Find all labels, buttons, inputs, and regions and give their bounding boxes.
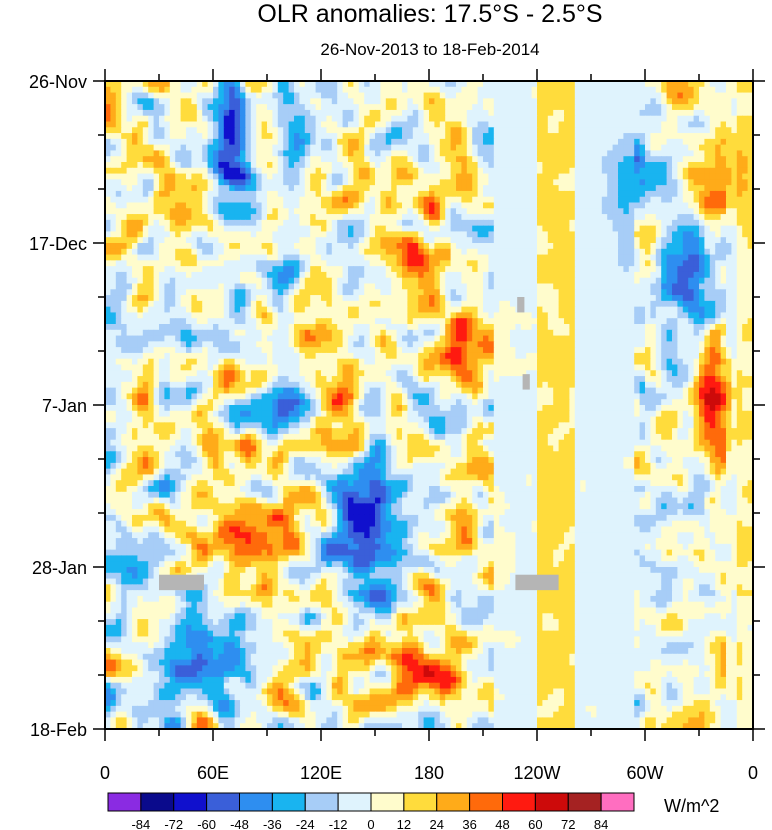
colorbar-label: -84 [131, 817, 150, 830]
colorbar-label: -48 [230, 817, 249, 830]
x-tick-label: 120W [513, 763, 560, 783]
colorbar-swatch [403, 792, 438, 812]
colorbar-label: 0 [367, 817, 374, 830]
y-tick-label: 28-Jan [32, 558, 87, 578]
colorbar-swatch [239, 792, 273, 812]
colorbar-label: 24 [430, 817, 444, 830]
y-tick-label: 18-Feb [30, 720, 87, 740]
y-axis: 26-Nov 17-Dec 7-Jan 28-Jan 18-Feb [29, 72, 765, 740]
colorbar-swatch [206, 792, 240, 812]
missing-data-layer [159, 297, 559, 591]
x-tick-label: 180 [414, 763, 444, 783]
colorbar-units: W/m^2 [664, 796, 720, 816]
chart-title: OLR anomalies: 17.5°S - 2.5°S [257, 0, 603, 28]
colorbar-label: -24 [296, 817, 315, 830]
colorbar-label: 36 [462, 817, 476, 830]
colorbar-label: -36 [263, 817, 282, 830]
colorbar-label: 84 [594, 817, 608, 830]
x-tick-label: 0 [748, 763, 758, 783]
colorbar-swatch [436, 792, 471, 812]
colorbar-swatch [107, 792, 142, 812]
y-tick-label: 7-Jan [42, 396, 87, 416]
colorbar-swatch [337, 792, 372, 812]
y-tick-label: 26-Nov [29, 72, 87, 92]
x-axis: 0 60E 120E 180 120W 60W 0 [100, 69, 758, 783]
colorbar: -84 -72 -60 -48 -36 -24 -12 0 12 24 36 48 60 72 84 [107, 792, 635, 830]
colorbar-swatch [600, 792, 635, 812]
colorbar-label: -60 [197, 817, 216, 830]
x-tick-label: 120E [300, 763, 342, 783]
colorbar-swatch [502, 792, 536, 812]
colorbar-swatch [140, 792, 175, 812]
colorbar-label: 12 [397, 817, 411, 830]
colorbar-label: 48 [495, 817, 509, 830]
colorbar-swatch [370, 792, 405, 812]
x-tick-label: 0 [100, 763, 110, 783]
colorbar-swatch [469, 792, 503, 812]
chart-subtitle: 26-Nov-2013 to 18-Feb-2014 [320, 40, 540, 59]
missing-data-patch [515, 574, 559, 591]
colorbar-swatch [304, 792, 339, 812]
colorbar-label: 60 [528, 817, 542, 830]
x-tick-label: 60E [197, 763, 229, 783]
missing-data-patch [517, 297, 525, 313]
colorbar-label: 72 [561, 817, 575, 830]
missing-data-patch [522, 374, 530, 390]
colorbar-swatch [173, 792, 208, 812]
missing-data-patch [159, 574, 204, 591]
colorbar-swatch [567, 792, 602, 812]
x-tick-label: 60W [626, 763, 663, 783]
colorbar-label: -12 [329, 817, 348, 830]
colorbar-label: -72 [164, 817, 183, 830]
anomaly-field [105, 81, 753, 729]
colorbar-swatch [271, 792, 306, 812]
colorbar-swatch [534, 792, 569, 812]
y-tick-label: 17-Dec [29, 234, 87, 254]
